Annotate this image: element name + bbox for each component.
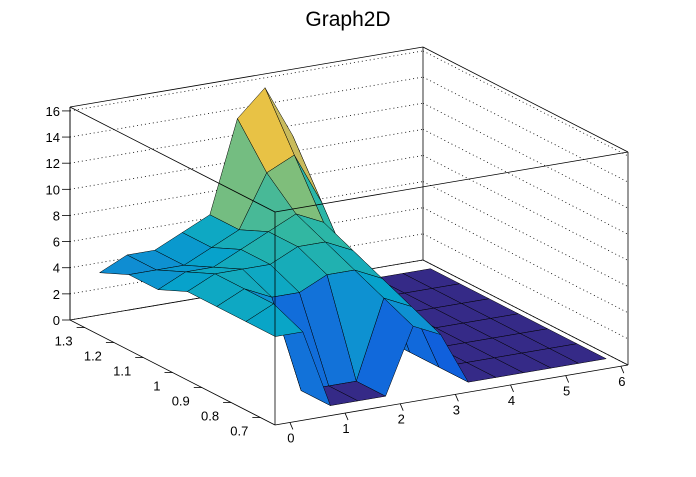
x-tick (454, 394, 459, 402)
grid-line (422, 102, 629, 209)
x-tick-label: 6 (618, 374, 625, 389)
z-tick-label: 8 (53, 208, 60, 223)
grid-line (422, 50, 629, 157)
y-tick-label: 1.1 (113, 364, 131, 379)
box-edge (422, 259, 629, 366)
z-tick-label: 10 (46, 182, 60, 197)
x-tick (399, 403, 404, 411)
grid-line (422, 181, 629, 287)
z-tick-label: 16 (46, 104, 60, 119)
x-tick (289, 422, 294, 430)
y-tick-label: 0.8 (201, 409, 219, 424)
y-tick-label: 0.9 (172, 394, 190, 409)
y-tick-label: 0.7 (230, 424, 248, 439)
z-tick-label: 0 (53, 313, 60, 328)
box-edge (274, 151, 629, 213)
z-tick-label: 14 (46, 130, 60, 145)
x-tick (565, 375, 570, 383)
z-tick-label: 12 (46, 156, 60, 171)
x-tick-label: 2 (398, 412, 405, 427)
z-tick-label: 6 (53, 235, 60, 250)
x-tick-label: 1 (342, 421, 349, 436)
chart-title: Graph2D (305, 8, 390, 31)
x-tick-label: 0 (287, 430, 294, 445)
y-tick-label: 1.2 (84, 349, 102, 364)
z-tick-label: 2 (53, 287, 60, 302)
grid-line (422, 155, 629, 261)
x-tick-label: 4 (508, 393, 515, 408)
x-tick-label: 3 (453, 402, 460, 417)
x-tick-label: 5 (563, 384, 570, 399)
surface-cell (245, 303, 304, 337)
x-tick (620, 366, 625, 374)
box-edge (274, 364, 629, 426)
y-tick-label: 1.3 (55, 334, 73, 349)
z-tick-label: 4 (53, 261, 60, 276)
x-tick (510, 384, 514, 393)
y-tick-label: 1 (153, 379, 160, 394)
x-tick (344, 412, 349, 421)
box-edge (69, 106, 276, 213)
box-edge (69, 46, 424, 108)
box-edge (422, 46, 629, 153)
grid-line (422, 76, 629, 183)
grid-line (69, 50, 424, 112)
